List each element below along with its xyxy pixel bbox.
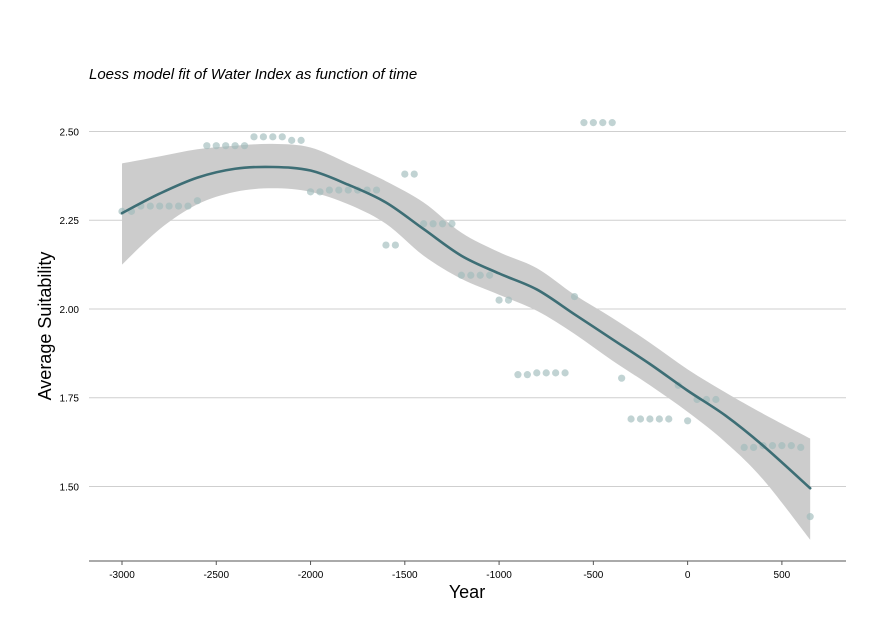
data-point	[712, 395, 720, 404]
x-tick-label: -2500	[203, 570, 229, 581]
data-point	[391, 241, 399, 249]
data-point	[514, 371, 522, 379]
data-point	[467, 271, 475, 279]
x-axis-label: Year	[449, 582, 485, 602]
data-point	[222, 142, 230, 150]
data-point	[278, 133, 286, 141]
data-point	[684, 417, 692, 425]
data-point	[231, 142, 239, 150]
data-point	[476, 271, 484, 279]
data-point	[542, 369, 550, 377]
data-point	[316, 188, 324, 196]
x-tick-label: -1500	[392, 570, 418, 581]
y-tick-labels: 1.50 1.75 2.00 2.25 2.50	[60, 127, 80, 493]
data-point	[495, 296, 503, 304]
data-point	[787, 442, 795, 450]
x-tick-label: 0	[685, 570, 691, 581]
x-tick-label: 500	[774, 570, 791, 581]
y-axis-label: Average Suitability	[35, 252, 55, 401]
x-tick-label: -1000	[486, 570, 512, 581]
y-tick-label: 1.75	[60, 394, 80, 405]
data-point	[750, 443, 758, 452]
data-point	[768, 442, 777, 450]
data-point	[146, 202, 154, 210]
data-point	[420, 220, 428, 228]
data-point	[410, 170, 418, 178]
y-tick-label: 1.50	[60, 482, 80, 493]
data-point	[184, 202, 192, 210]
data-point	[297, 136, 305, 144]
data-point	[589, 119, 597, 127]
y-tick-label: 2.00	[60, 305, 80, 316]
data-point	[165, 202, 173, 210]
fit-line-layer	[120, 165, 812, 490]
data-point	[240, 142, 249, 150]
data-point	[269, 133, 277, 141]
data-point	[806, 513, 814, 521]
data-point	[636, 415, 645, 423]
data-point	[193, 197, 202, 205]
data-point	[448, 220, 456, 228]
data-point	[457, 271, 465, 279]
data-point	[259, 133, 268, 141]
data-point	[174, 202, 183, 210]
data-point	[372, 186, 381, 194]
confidence-band	[122, 143, 811, 540]
data-points-layer	[118, 119, 814, 521]
chart-title: Loess model fit of Water Index as functi…	[89, 66, 417, 83]
y-tick-label: 2.50	[60, 127, 80, 138]
data-point	[646, 415, 654, 423]
data-point	[382, 241, 390, 249]
data-point	[203, 142, 211, 150]
data-point	[212, 142, 220, 150]
data-point	[486, 271, 494, 279]
data-point	[778, 442, 786, 450]
data-point	[618, 374, 626, 382]
data-point	[608, 119, 616, 127]
data-point	[335, 186, 343, 194]
data-point	[561, 369, 569, 377]
x-tick-label: -2000	[298, 570, 324, 581]
data-point	[504, 296, 513, 304]
x-axis	[89, 560, 846, 565]
data-point	[523, 371, 531, 379]
data-point	[438, 220, 447, 228]
data-point	[627, 415, 635, 423]
data-point	[797, 443, 805, 452]
data-point	[306, 188, 315, 196]
x-tick-label: -3000	[109, 570, 135, 581]
data-point	[250, 133, 258, 141]
y-tick-label: 2.25	[60, 216, 80, 227]
data-point	[655, 415, 663, 423]
data-point	[288, 136, 296, 144]
loess-fit-line	[120, 165, 812, 490]
data-point	[570, 292, 579, 301]
x-tick-label: -500	[583, 570, 603, 581]
data-point	[401, 170, 409, 178]
confidence-band-layer	[122, 143, 811, 540]
data-point	[325, 186, 333, 194]
x-tick-labels: -3000 -2500 -2000 -1500 -1000 -500 0 500	[109, 570, 790, 581]
data-point	[344, 186, 352, 194]
data-point	[533, 369, 541, 377]
data-point	[740, 443, 748, 452]
data-point	[665, 415, 673, 423]
data-point	[156, 202, 164, 210]
data-point	[599, 119, 607, 127]
data-point	[429, 220, 437, 228]
data-point	[552, 369, 560, 377]
data-point	[580, 119, 588, 127]
